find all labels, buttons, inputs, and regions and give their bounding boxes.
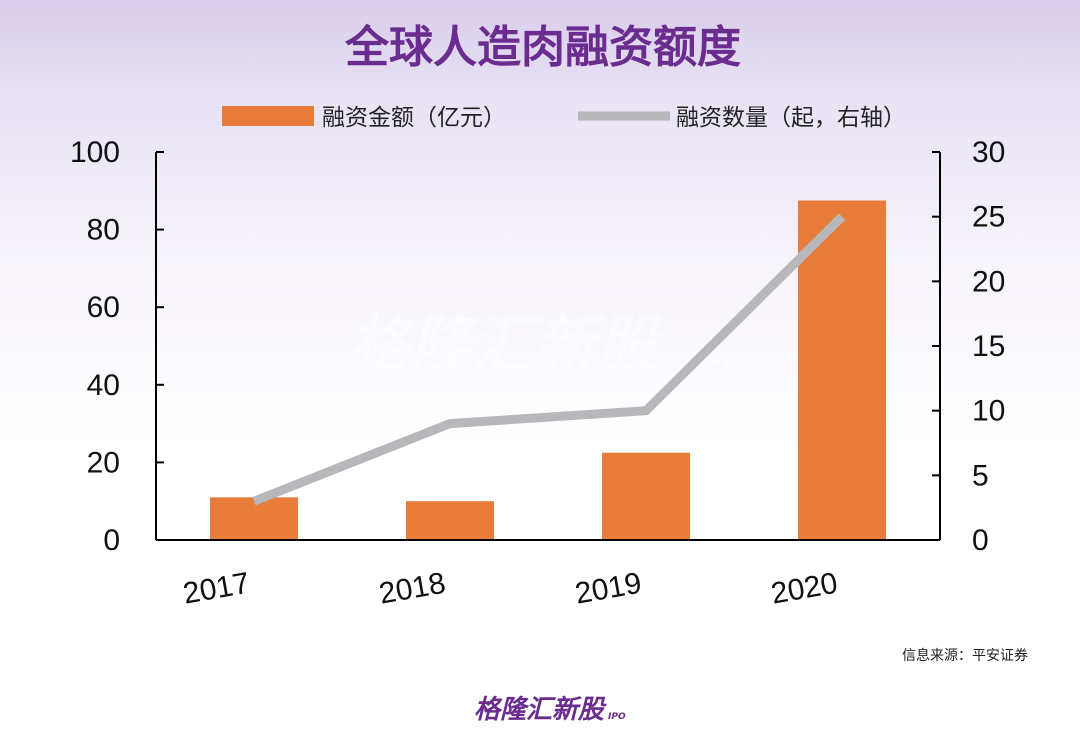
left-tick-label: 40 <box>87 369 120 402</box>
right-tick-label: 30 <box>972 136 1005 169</box>
left-tick-label: 60 <box>87 291 120 324</box>
right-tick-label: 10 <box>972 395 1005 428</box>
source-note: 信息来源：平安证券 <box>902 647 1028 664</box>
left-tick-label: 100 <box>70 136 120 169</box>
legend-label-bar: 融资金额（亿元） <box>322 105 506 131</box>
legend: 融资金额（亿元） 融资数量（起，右轴） <box>222 105 906 131</box>
right-tick-label: 0 <box>972 524 989 557</box>
left-tick-label: 20 <box>87 446 120 479</box>
right-tick-label: 25 <box>972 201 1005 234</box>
legend-swatch-bar <box>222 106 314 126</box>
right-tick-label: 15 <box>972 330 1005 363</box>
logo-text: 格隆汇新股 <box>474 695 607 725</box>
x-tick-label: 2019 <box>573 567 644 611</box>
logo-sub: IPO <box>608 712 626 722</box>
left-axis-ticks: 0 20 40 60 80 100 <box>70 136 164 557</box>
bar-2019 <box>602 452 690 540</box>
bar-2018 <box>406 501 494 540</box>
x-tick-label: 2017 <box>181 567 252 611</box>
x-axis-ticks: 2017 2018 2019 2020 <box>181 567 840 611</box>
watermark: 格隆汇新股 IPO <box>348 308 739 381</box>
bars-group <box>210 200 886 540</box>
bar-2020 <box>798 200 886 540</box>
left-tick-label: 0 <box>103 524 120 557</box>
right-tick-label: 20 <box>972 265 1005 298</box>
bar-2017 <box>210 497 298 540</box>
logo: 格隆汇新股 IPO <box>474 695 626 725</box>
left-tick-label: 80 <box>87 214 120 247</box>
line-series-group <box>252 213 846 506</box>
legend-label-line: 融资数量（起，右轴） <box>676 105 906 131</box>
chart-title: 全球人造肉融资额度 <box>344 22 741 73</box>
right-axis-ticks: 0 5 10 15 20 25 30 <box>932 136 1005 557</box>
right-tick-label: 5 <box>972 459 989 492</box>
x-tick-label: 2018 <box>377 567 448 611</box>
x-tick-label: 2020 <box>769 567 840 611</box>
line-series-count <box>252 213 846 506</box>
watermark-text: 格隆汇新股 <box>348 308 665 381</box>
